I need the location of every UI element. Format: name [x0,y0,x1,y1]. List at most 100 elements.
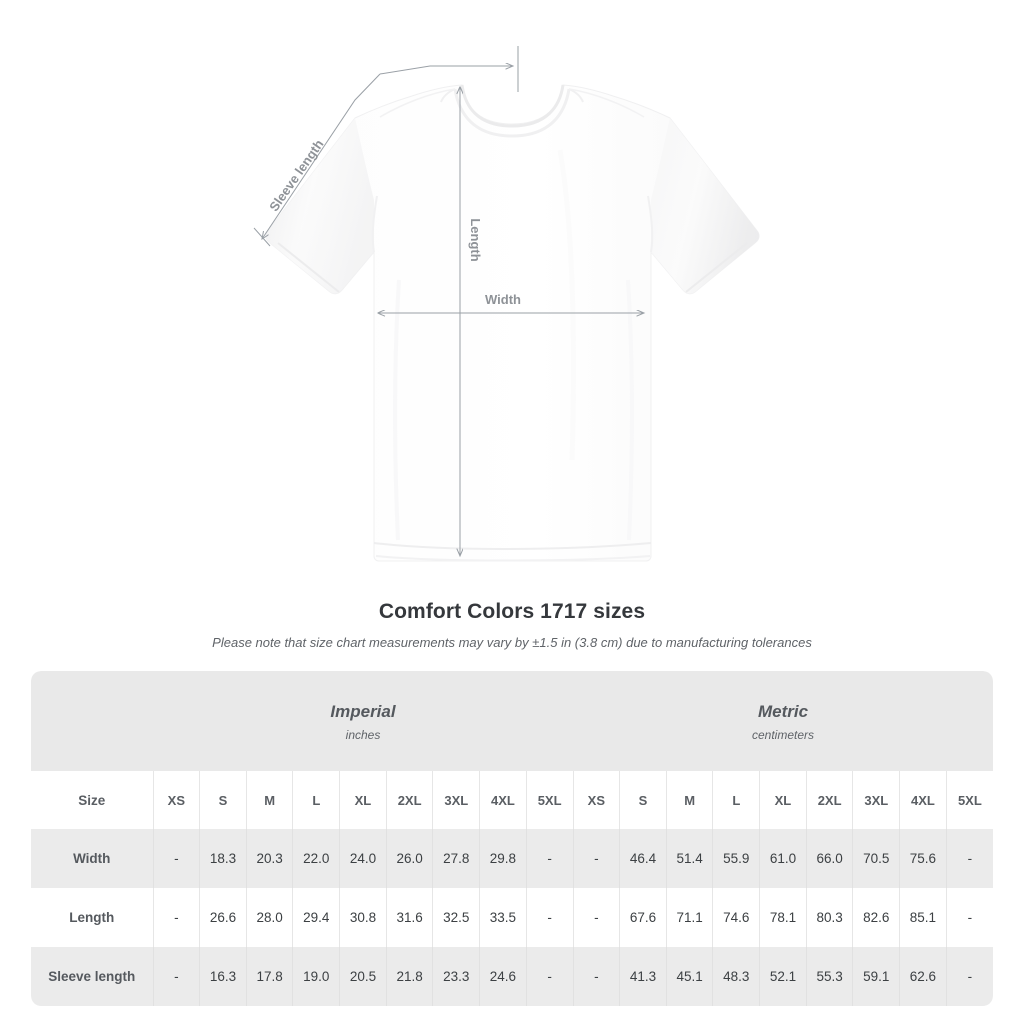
measurement-label-width: Width [31,829,154,888]
cell-width-metric-5xl: - [946,829,993,888]
size-header-2xl-imperial: 2XL [386,771,434,829]
cell-length-imperial-3xl: 32.5 [432,888,481,947]
unit-row-spacer [31,671,153,771]
cell-width-imperial-xl: 24.0 [339,829,387,888]
size-header-xs-metric: XS [573,771,621,829]
cell-sleeve-length-imperial-5xl: - [526,947,574,1006]
cell-sleeve-length-imperial-m: 17.8 [246,947,294,1006]
cell-length-imperial-s: 26.6 [199,888,247,947]
cell-width-imperial-xs: - [153,829,201,888]
cell-width-metric-l: 55.9 [712,829,761,888]
cell-length-metric-xs: - [573,888,621,947]
unit-header-metric: Metric centimeters [573,671,993,771]
cell-sleeve-length-metric-s: 41.3 [619,947,667,1006]
size-header-m-imperial: M [246,771,294,829]
size-header-s-metric: S [619,771,667,829]
cell-length-imperial-xl: 30.8 [339,888,387,947]
cell-sleeve-length-imperial-xl: 20.5 [339,947,387,1006]
size-header-xl-metric: XL [759,771,807,829]
tshirt-shape [265,84,760,562]
length-dimension: Length [460,88,483,556]
page-title: Comfort Colors 1717 sizes [378,600,646,623]
cell-width-metric-4xl: 75.6 [899,829,947,888]
unit-name: Metric [757,701,809,721]
cell-sleeve-length-imperial-4xl: 24.6 [479,947,527,1006]
cell-sleeve-length-metric-4xl: 62.6 [899,947,947,1006]
cell-length-imperial-m: 28.0 [246,888,294,947]
cell-sleeve-length-imperial-xs: - [153,947,201,1006]
size-header-3xl-metric: 3XL [852,771,901,829]
size-header-4xl-imperial: 4XL [479,771,527,829]
cell-sleeve-length-metric-xs: - [573,947,621,1006]
unit-header-imperial: Imperial inches [153,671,573,771]
size-header-row: Size XS S M L XL 2XL 3XL 4XL 5XL XS S M L XL 2XL 3XL 4XL 5… [31,771,993,829]
cell-width-metric-xs: - [573,829,621,888]
size-header-s-imperial: S [199,771,247,829]
cell-width-imperial-s: 18.3 [199,829,247,888]
cell-width-imperial-5xl: - [526,829,574,888]
size-header-l-metric: L [712,771,761,829]
cell-sleeve-length-imperial-s: 16.3 [199,947,247,1006]
cell-width-metric-m: 51.4 [666,829,714,888]
cell-length-imperial-4xl: 33.5 [479,888,527,947]
width-label: Width [485,292,521,307]
unit-name: Imperial [330,701,396,721]
size-header-3xl-imperial: 3XL [432,771,481,829]
cell-width-imperial-m: 20.3 [246,829,294,888]
cell-length-metric-l: 74.6 [712,888,761,947]
cell-length-metric-s: 67.6 [619,888,667,947]
cell-sleeve-length-metric-m: 45.1 [666,947,714,1006]
cell-sleeve-length-metric-l: 48.3 [712,947,761,1006]
cell-length-imperial-5xl: - [526,888,574,947]
cell-width-imperial-l: 22.0 [292,829,341,888]
shoulder-connector-line [379,66,513,75]
cell-length-metric-xl: 78.1 [759,888,807,947]
table-row: Sleeve length -16.3 17.8 19.0 20.5 21.8 23.3 24… [31,947,993,1006]
size-header-m-metric: M [666,771,714,829]
width-dimension: Width [379,292,644,313]
tolerance-note: Please note that size chart measurements… [212,635,812,650]
cell-sleeve-length-imperial-l: 19.0 [292,947,341,1006]
measurement-label-sleeve-length: Sleeve length [31,947,154,1006]
size-header-2xl-metric: 2XL [806,771,854,829]
cell-length-metric-m: 71.1 [666,888,714,947]
length-label: Length [468,218,483,261]
cell-width-metric-xl: 61.0 [759,829,807,888]
cell-width-imperial-3xl: 27.8 [432,829,481,888]
unit-subtitle: centimeters [751,727,815,742]
cell-width-imperial-2xl: 26.0 [386,829,434,888]
size-header-xs-imperial: XS [153,771,201,829]
cell-width-imperial-4xl: 29.8 [479,829,527,888]
cell-sleeve-length-imperial-3xl: 23.3 [432,947,481,1006]
unit-header-row: Imperial inches Metric centimeters [31,671,993,771]
cell-length-metric-5xl: - [946,888,993,947]
measurement-label-length: Length [31,888,154,947]
size-header-l-imperial: L [292,771,341,829]
size-chart-table-container: Imperial inches Metric centimeters Size XS S M L… [31,671,993,1006]
size-header-5xl-metric: 5XL [946,771,993,829]
size-header-xl-imperial: XL [339,771,387,829]
tshirt-illustration: Sleeve length Length Width [253,46,760,562]
cell-width-metric-s: 46.4 [619,829,667,888]
cell-length-metric-3xl: 82.6 [852,888,901,947]
table-row: Length -26.6 28.0 29.4 30.8 31.6 32.5 33.5- -67.… [31,888,993,947]
table-row: Width -18.3 20.3 22.0 24.0 26.0 27.8 29.8- -46.4… [31,829,993,888]
cell-sleeve-length-metric-xl: 52.1 [759,947,807,1006]
chart-header: Comfort Colors 1717 sizes Please note th… [0,598,1024,653]
size-chart-table: Imperial inches Metric centimeters Size XS S M L… [31,671,993,1006]
cell-sleeve-length-metric-5xl: - [946,947,993,1006]
cell-width-metric-3xl: 70.5 [852,829,901,888]
size-header-4xl-metric: 4XL [899,771,947,829]
cell-length-imperial-2xl: 31.6 [386,888,434,947]
cell-length-imperial-xs: - [153,888,201,947]
cell-sleeve-length-imperial-2xl: 21.8 [386,947,434,1006]
cell-length-metric-2xl: 80.3 [806,888,854,947]
unit-subtitle: inches [345,727,381,742]
size-column-header: Size [31,771,154,829]
cell-length-metric-4xl: 85.1 [899,888,947,947]
cell-width-metric-2xl: 66.0 [806,829,854,888]
size-header-5xl-imperial: 5XL [526,771,574,829]
cell-sleeve-length-metric-3xl: 59.1 [852,947,901,1006]
cell-sleeve-length-metric-2xl: 55.3 [806,947,854,1006]
cell-length-imperial-l: 29.4 [292,888,341,947]
